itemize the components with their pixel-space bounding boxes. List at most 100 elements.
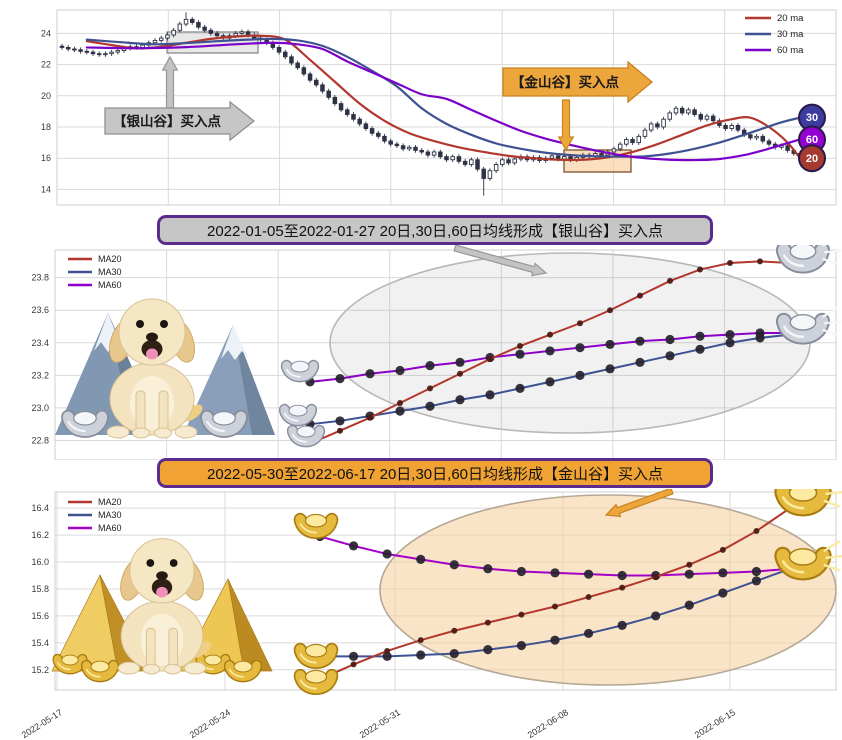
ma-badge: 20 <box>798 144 826 173</box>
candle-body <box>431 151 437 156</box>
candle-body <box>748 134 753 139</box>
silver-valley-title: 2022-01-05至2022-01-27 20日,30日,60日均线形成【银山… <box>206 222 663 240</box>
legend-label: MA20 <box>98 254 122 264</box>
ma30-marker <box>665 351 675 361</box>
ma20-marker <box>585 594 592 601</box>
candle-body <box>679 107 685 114</box>
y-tick-label: 15.2 <box>31 665 49 675</box>
legend: MA20 MA30 MA60 <box>68 254 122 290</box>
ma60-marker <box>575 343 585 353</box>
candle-body <box>400 145 406 150</box>
gold-dog-mascot-front-leg <box>168 627 179 670</box>
legend-label: 60 ma <box>777 45 804 56</box>
candle-body <box>314 79 319 86</box>
candle-body <box>183 18 189 25</box>
gold-ingot-icon-bump <box>233 660 253 673</box>
candle-body <box>481 168 486 179</box>
ma20-marker <box>607 307 613 314</box>
candle-body <box>152 39 158 44</box>
candle-body <box>283 51 288 58</box>
ma60-marker <box>425 360 435 371</box>
candle-body <box>419 149 424 153</box>
legend-label: MA30 <box>98 267 122 277</box>
ma20-marker <box>484 619 491 626</box>
ma20-marker <box>367 414 373 421</box>
candle-body <box>692 109 697 115</box>
ma20-marker <box>753 528 760 535</box>
silver-buy-annotation: 【银山谷】买入点 <box>104 100 256 142</box>
ma60-marker <box>751 566 762 577</box>
gold-dog-mascot <box>117 538 212 675</box>
ma20-marker <box>417 637 424 644</box>
ma60-marker <box>635 336 645 346</box>
ma20-marker <box>518 611 525 618</box>
ma60-line <box>85 41 802 162</box>
x-tick-label: 2022-06-15 <box>693 707 737 740</box>
y-tick-label: 24 <box>41 28 51 38</box>
gold-dog-scene <box>51 538 273 683</box>
gold-ingot-icon-bump <box>61 654 79 666</box>
gold-valley-ingot-icon <box>293 668 339 696</box>
silver-dog-mascot-front-leg <box>158 390 169 434</box>
ma30-marker <box>751 576 762 586</box>
ma20-marker <box>397 400 403 407</box>
ma60-marker <box>550 568 560 578</box>
silver-ingot-icon-shine <box>206 420 226 433</box>
ma30-marker <box>545 377 555 387</box>
candle-body <box>84 50 90 53</box>
ma30-marker <box>416 650 426 660</box>
silver-valley-chart: 22.8 23.0 23.2 23.4 23.6 23.8 MA20 MA30 MA60 <box>31 245 842 460</box>
gold-valley-chart: 15.2 15.4 15.6 15.8 16.0 16.2 16.4 MA20 MA30 MA60… <box>20 489 842 740</box>
candle-body <box>630 139 635 144</box>
gold-ingot-icon <box>223 659 263 683</box>
ma30-marker <box>550 635 560 645</box>
candle-body <box>617 143 623 150</box>
ma60-marker <box>395 365 405 376</box>
legend-label: MA30 <box>98 510 122 520</box>
silver-dog-mascot-tongue <box>146 348 158 360</box>
gold-valley-ingot-icon-bump <box>788 489 818 502</box>
silver-up-arrow <box>161 55 179 113</box>
candle-body <box>320 84 325 92</box>
gold-valley-ingot-icon <box>293 512 339 540</box>
candle-body <box>785 145 790 151</box>
silver-valley-ingot-icon-bump <box>789 314 817 331</box>
candle-body <box>642 129 648 137</box>
candle-body <box>78 49 83 52</box>
gold-valley-ingot-icon-sparkle <box>825 554 842 559</box>
x-tick-label: 2022-06-08 <box>526 707 570 740</box>
snow-cap <box>221 325 249 360</box>
silver-valley-ingot-icon <box>775 245 842 274</box>
candle-body <box>165 34 170 39</box>
ma30-marker <box>516 640 527 651</box>
ma-badge-circle <box>798 144 826 173</box>
silver-valley-ingot-icon <box>286 424 326 448</box>
ma60-marker <box>583 569 594 579</box>
candle-body <box>301 67 307 75</box>
candle-body <box>710 115 716 122</box>
candle-body <box>549 155 555 159</box>
candle-body <box>357 118 362 125</box>
silver-dog-mascot <box>106 298 203 439</box>
gold-ingot-icon <box>195 653 231 675</box>
y-tick-label: 16.4 <box>31 503 49 513</box>
ma-badge-label: 60 <box>806 134 818 146</box>
ma30-line <box>85 37 802 158</box>
y-tick-label: 16 <box>41 153 51 163</box>
ma30-marker <box>395 406 405 416</box>
candle-body <box>103 53 108 56</box>
silver-valley-ingot-icon-shine <box>291 433 307 443</box>
candle-body <box>388 140 393 145</box>
silver-dog-mascot-nose <box>146 332 158 342</box>
ma30-marker <box>695 344 705 354</box>
gold-valley-ingot-icon-bump <box>304 513 328 528</box>
silver-dog-mascot-paw <box>132 427 150 439</box>
gold-valley-ingot-icon <box>774 489 842 517</box>
gold-valley-ingot-icon-shine <box>781 496 805 510</box>
candle-body <box>611 148 617 153</box>
candle-body <box>493 163 499 172</box>
gold-valley-ingot-icon <box>293 642 339 670</box>
gold-valley-ingot-icon-shine <box>299 653 317 664</box>
ma30-marker <box>483 644 493 655</box>
